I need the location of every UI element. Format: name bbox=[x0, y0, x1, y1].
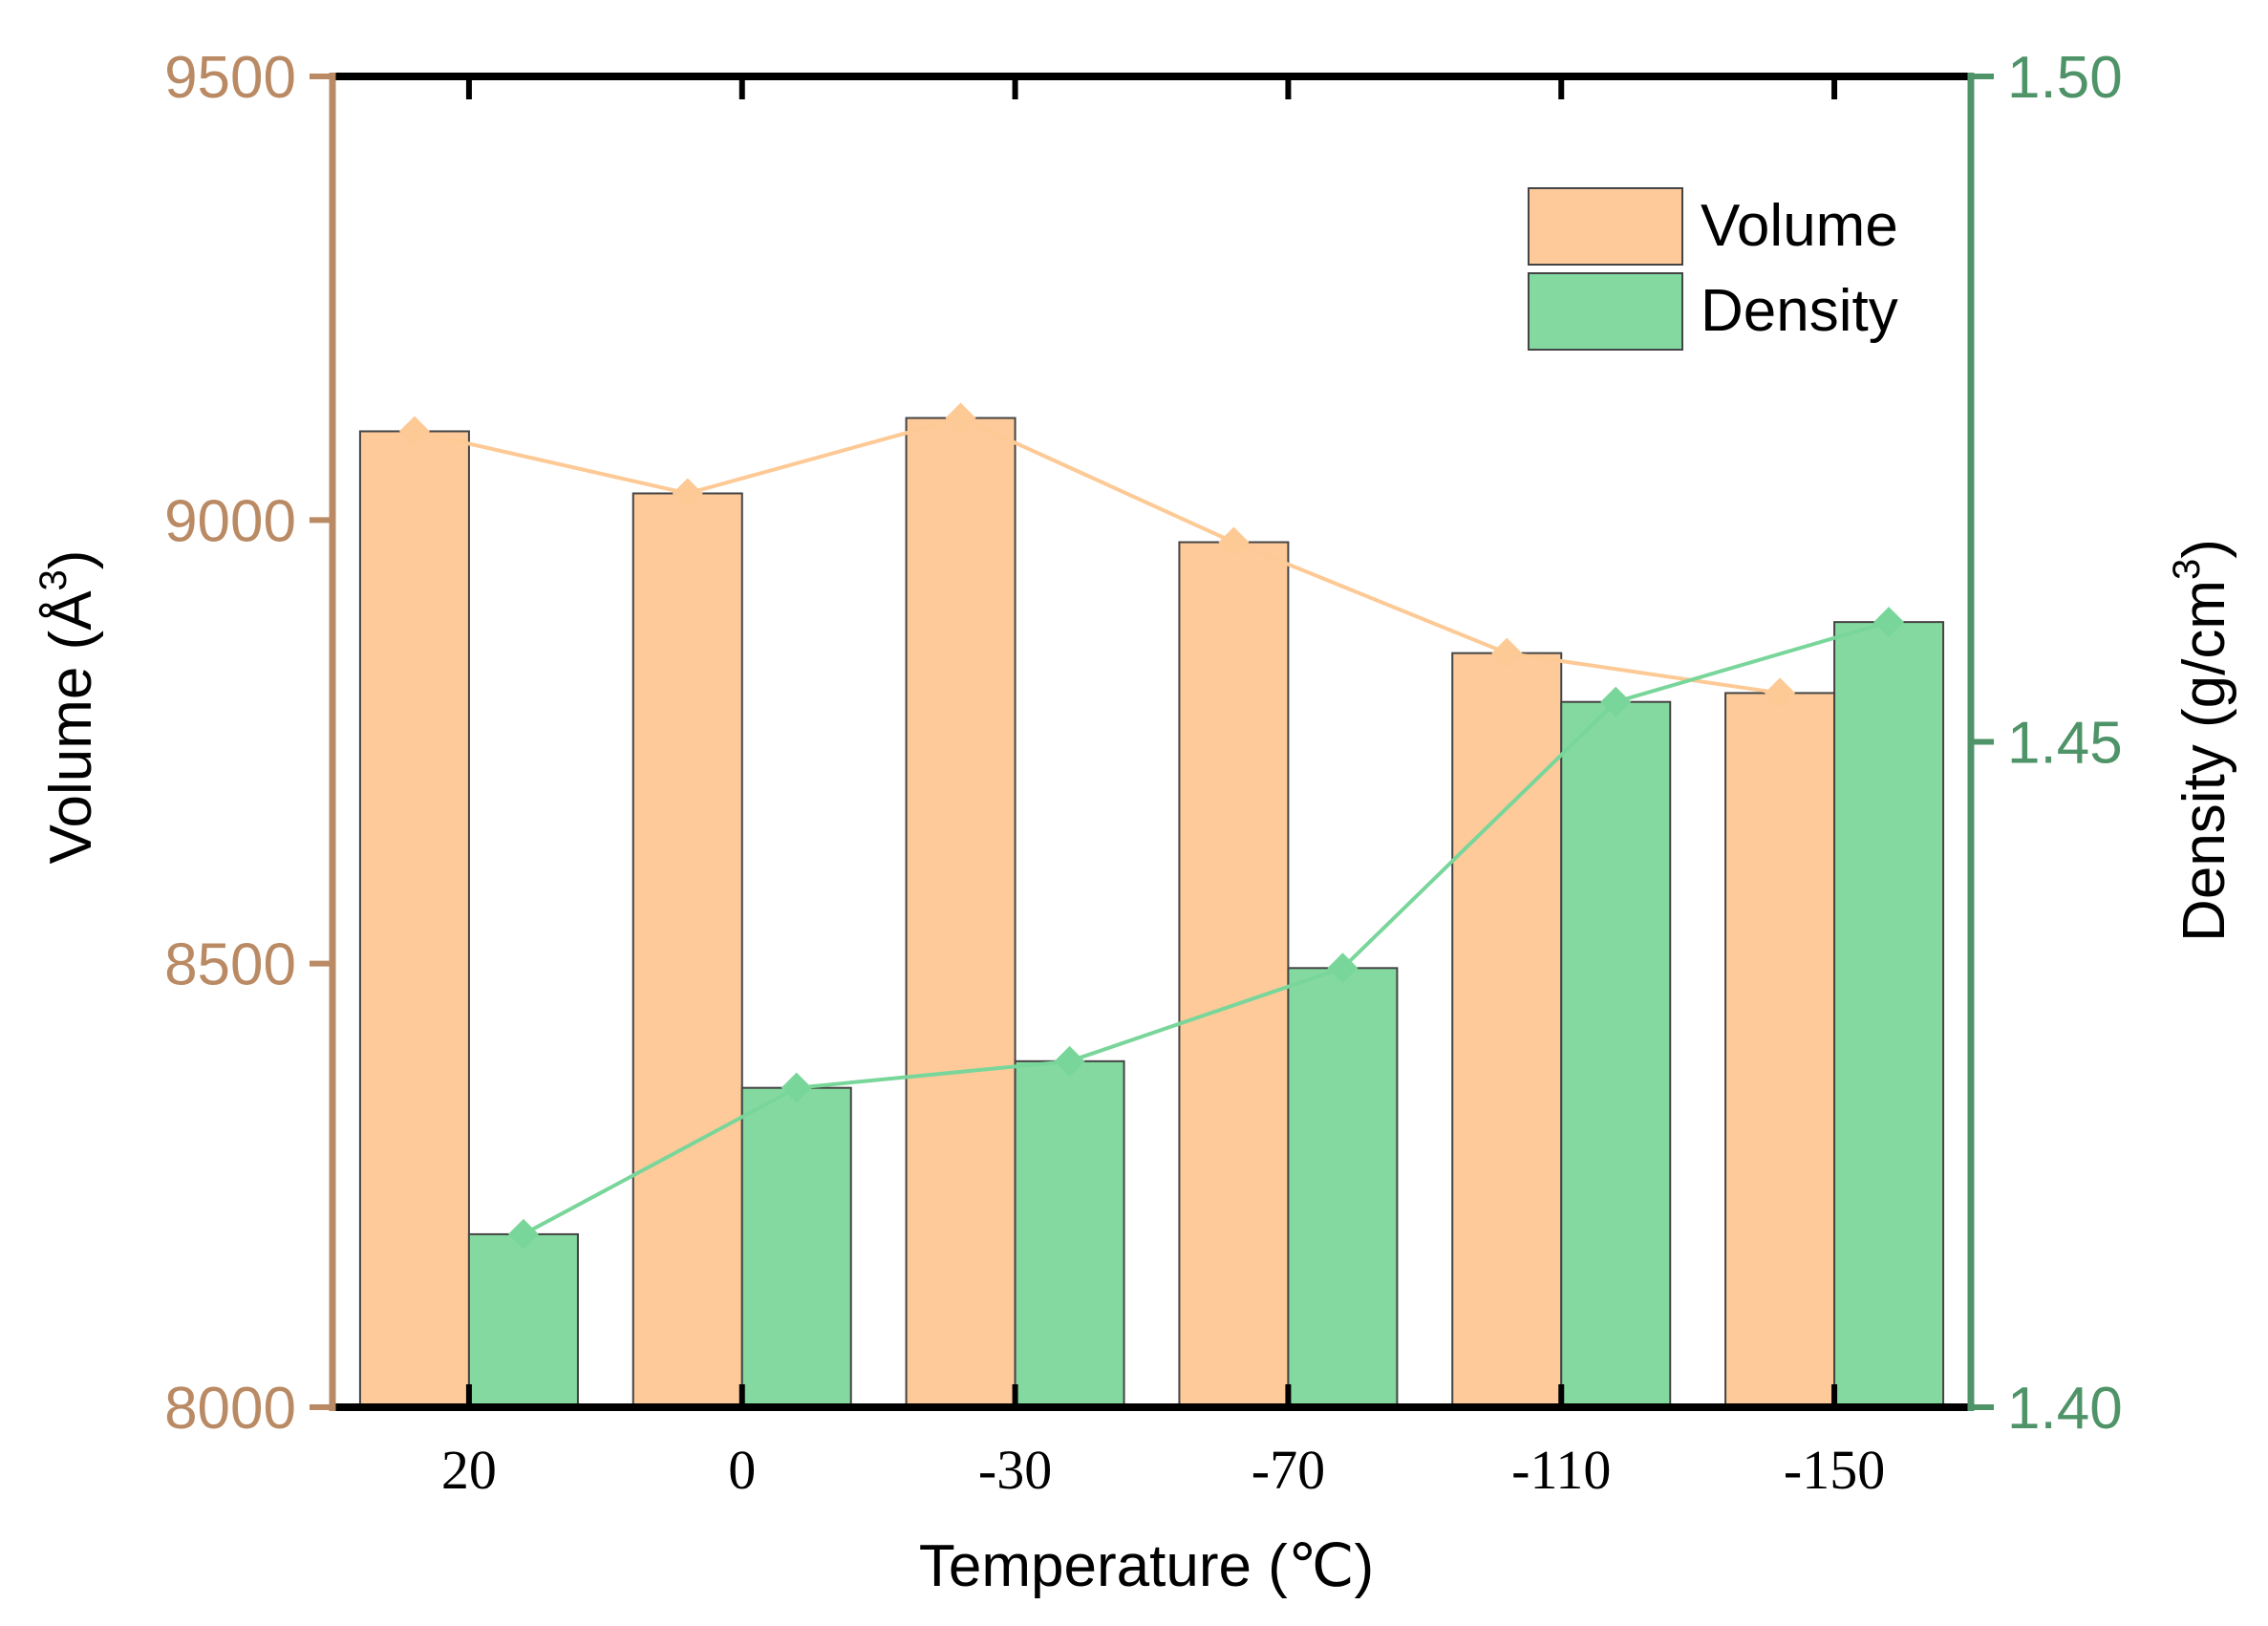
bar-density-2 bbox=[1014, 1059, 1125, 1408]
y-tick-label-right-1: 1.45 bbox=[2007, 711, 2123, 777]
legend-swatch-volume bbox=[1528, 187, 1683, 266]
marker-density-5 bbox=[1873, 607, 1905, 638]
bar-density-5 bbox=[1833, 621, 1945, 1408]
lines-group bbox=[398, 402, 1905, 1250]
bars-group bbox=[358, 417, 1945, 1409]
marker-density-1 bbox=[781, 1072, 812, 1103]
y-tick-label-left-2: 9000 bbox=[164, 488, 296, 554]
marker-volume-4 bbox=[1491, 637, 1523, 669]
line-volume bbox=[414, 416, 1781, 695]
bar-volume-3 bbox=[1178, 541, 1290, 1408]
x-axis-title: Temperature (℃) bbox=[919, 1533, 1374, 1599]
legend-label-density: Density bbox=[1701, 278, 1898, 344]
y-tick-label-left-1: 8500 bbox=[164, 932, 296, 998]
bar-volume-5 bbox=[1724, 692, 1836, 1408]
x-tick-label-1: 0 bbox=[728, 1439, 756, 1501]
y-tick-label-left-0: 8000 bbox=[164, 1376, 296, 1442]
axes-group: 20 0 -30 -70 -110 -150 8000 8500 9000 9500 1.40 1.4… bbox=[164, 45, 2123, 1501]
marker-density-2 bbox=[1054, 1045, 1085, 1077]
bar-density-0 bbox=[467, 1232, 579, 1409]
bar-density-1 bbox=[740, 1086, 852, 1409]
legend-label-volume: Volume bbox=[1701, 193, 1898, 259]
y-axis-title-right-sup: 3 bbox=[2166, 559, 2208, 580]
y-axis-title-left-main: Volume (Å bbox=[38, 590, 104, 865]
marker-volume-3 bbox=[1218, 526, 1250, 558]
bar-volume-0 bbox=[358, 430, 470, 1408]
x-tick-label-3: -70 bbox=[1252, 1439, 1325, 1501]
bar-volume-2 bbox=[905, 417, 1016, 1409]
y-axis-title-right-main: Density (g/cm bbox=[2172, 580, 2237, 942]
marker-density-3 bbox=[1327, 952, 1359, 984]
marker-volume-5 bbox=[1765, 677, 1796, 709]
y-tick-label-right-2: 1.50 bbox=[2007, 45, 2123, 111]
y-axis-title-left-sup: 3 bbox=[32, 569, 75, 590]
y-tick-label-right-0: 1.40 bbox=[2007, 1376, 2123, 1442]
marker-density-4 bbox=[1600, 686, 1632, 717]
x-tick-label-0: 20 bbox=[441, 1439, 497, 1501]
x-tick-label-5: -150 bbox=[1784, 1439, 1885, 1501]
marker-volume-0 bbox=[398, 416, 430, 447]
bar-density-3 bbox=[1287, 967, 1399, 1408]
legend-swatch-density bbox=[1528, 272, 1683, 351]
bar-density-4 bbox=[1560, 700, 1672, 1408]
marker-volume-2 bbox=[945, 402, 976, 434]
line-density bbox=[522, 620, 1890, 1236]
bar-volume-1 bbox=[631, 492, 743, 1408]
legend: Volume Density bbox=[1528, 187, 1898, 351]
marker-density-0 bbox=[507, 1218, 539, 1250]
x-tick-label-4: -110 bbox=[1511, 1439, 1611, 1501]
y-axis-title-left: Volume (Å3) bbox=[32, 550, 104, 865]
y-axis-title-right-end: ) bbox=[2172, 539, 2237, 559]
y-axis-title-right: Density (g/cm3) bbox=[2166, 539, 2237, 942]
y-axis-title-left-end: ) bbox=[38, 550, 104, 570]
marker-volume-1 bbox=[672, 478, 703, 509]
y-tick-label-left-3: 9500 bbox=[164, 45, 296, 111]
bar-volume-4 bbox=[1451, 652, 1563, 1408]
x-tick-label-2: -30 bbox=[978, 1439, 1052, 1501]
